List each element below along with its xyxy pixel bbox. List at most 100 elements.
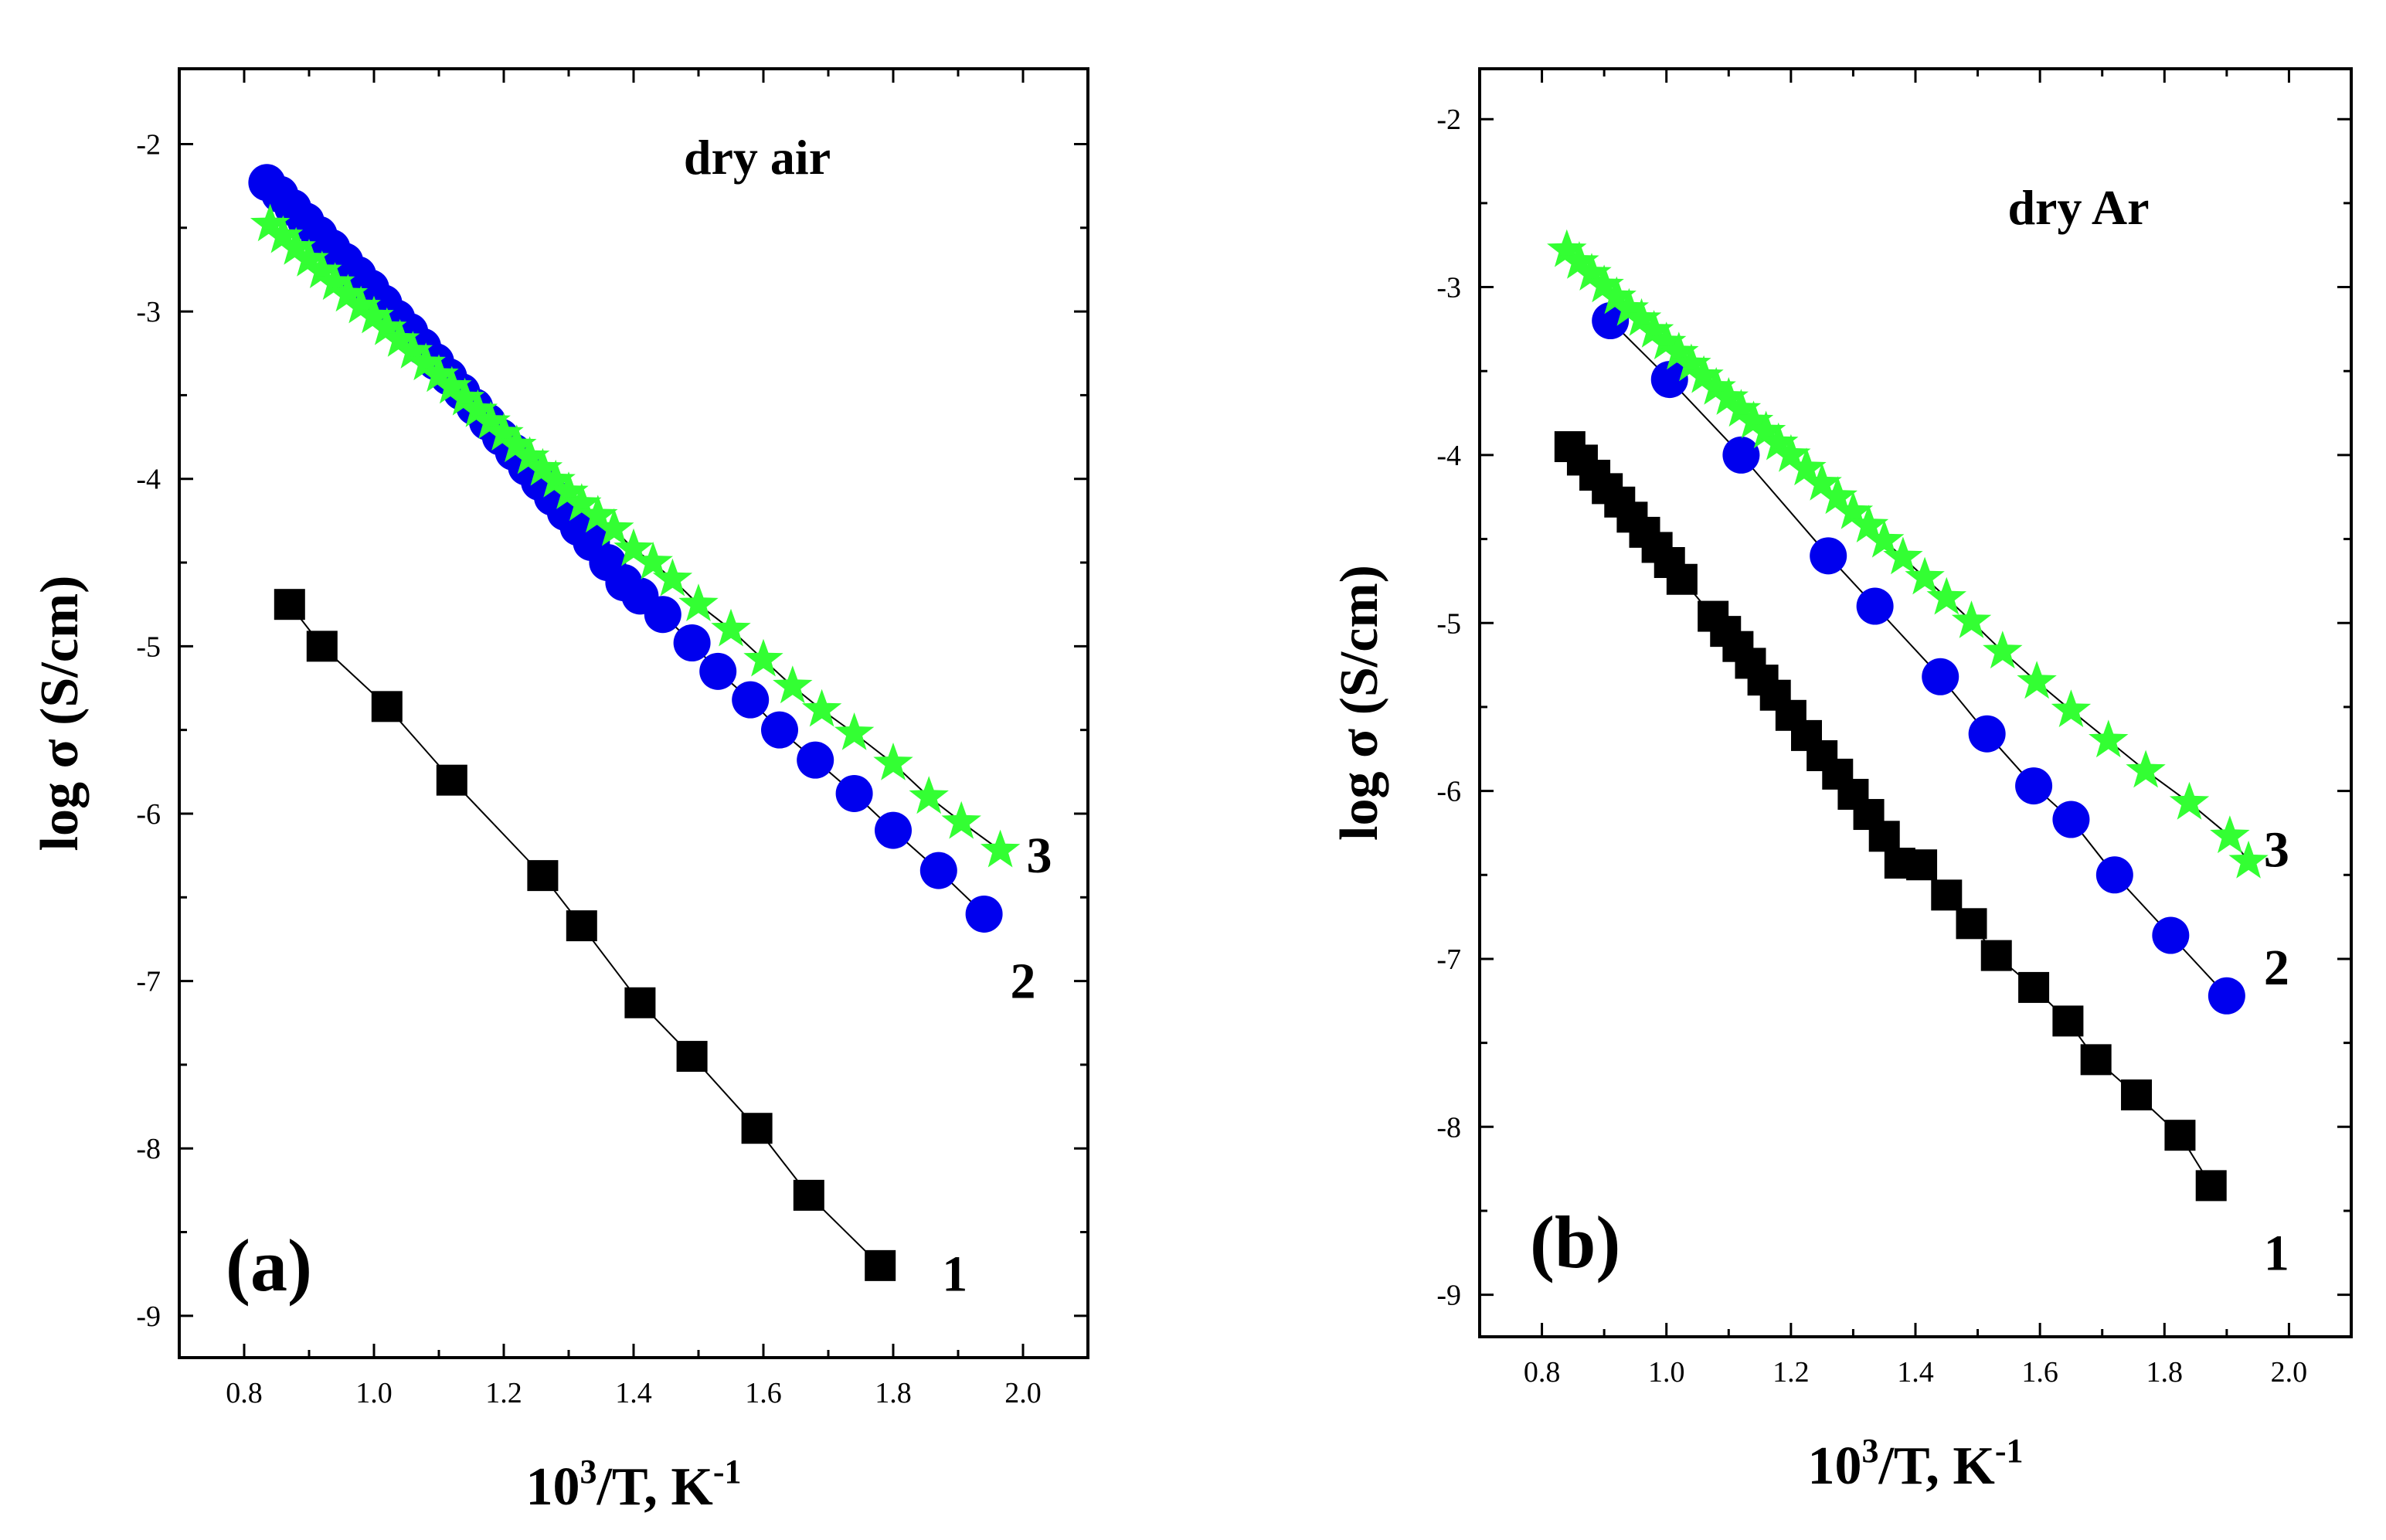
data-point xyxy=(1633,310,1674,348)
data-point xyxy=(2210,815,2250,854)
data-point xyxy=(379,318,420,357)
data-point xyxy=(797,741,834,779)
data-point xyxy=(289,239,329,277)
data-point xyxy=(509,436,550,474)
series-1: 1 xyxy=(1554,431,2289,1281)
x-tick-label: 1.0 xyxy=(355,1377,393,1409)
data-point xyxy=(393,331,433,369)
data-point xyxy=(834,712,875,750)
data-point xyxy=(341,285,381,324)
data-point xyxy=(406,342,446,381)
data-point xyxy=(1968,715,2006,753)
data-point xyxy=(1983,631,2023,669)
data-point xyxy=(1931,879,1963,911)
data-point xyxy=(328,274,369,312)
data-point xyxy=(471,401,511,439)
data-point xyxy=(1592,302,1630,340)
x-tick-label: 1.6 xyxy=(745,1377,782,1409)
y-tick-label: -3 xyxy=(1436,272,1461,304)
panel-tag: (b) xyxy=(1530,1201,1620,1283)
x-tick-label: 1.8 xyxy=(875,1377,912,1409)
data-point xyxy=(371,691,403,722)
y-tick-label: -3 xyxy=(136,296,161,328)
data-point xyxy=(2208,977,2245,1015)
y-tick-label: -2 xyxy=(1436,104,1461,136)
x-tick-label: 1.2 xyxy=(1773,1356,1810,1389)
data-point xyxy=(1746,410,1786,449)
data-point xyxy=(875,811,912,849)
data-point xyxy=(2228,840,2269,879)
data-point xyxy=(773,665,813,704)
y-tick-label: -7 xyxy=(136,966,161,998)
panel-title: dry Ar xyxy=(2007,180,2149,235)
x-tick-label: 1.4 xyxy=(1897,1356,1934,1389)
data-point xyxy=(1559,241,1599,279)
data-point xyxy=(2121,1079,2153,1111)
series-label: 1 xyxy=(942,1246,967,1303)
series-1: 1 xyxy=(274,589,967,1303)
plot-frame xyxy=(1478,67,2353,1338)
data-point xyxy=(1609,287,1649,326)
y-tick-label: -5 xyxy=(1436,607,1461,640)
data-point xyxy=(2018,971,2050,1003)
panel-b: 0.8 1.0 1.2 1.4 1.6 1.8 2.0 -2 -3 -4 -5 -6 -7 -8 -9 log… xyxy=(1330,67,2353,1496)
data-point xyxy=(1708,377,1749,415)
series-2: 2 xyxy=(248,164,1036,1010)
data-point xyxy=(941,801,981,839)
data-point xyxy=(432,365,472,404)
data-point xyxy=(801,688,842,727)
data-point xyxy=(1926,576,1966,615)
data-point xyxy=(1802,462,1842,501)
data-point xyxy=(1659,331,1699,370)
data-point xyxy=(652,558,693,597)
x-tick-label: 1.4 xyxy=(615,1377,652,1409)
x-tick-label: 1.8 xyxy=(2146,1356,2184,1389)
data-point xyxy=(1905,556,1945,595)
y-tick-label: -6 xyxy=(136,798,161,831)
x-tick-label: 0.8 xyxy=(1524,1356,1561,1389)
series-3: 3 xyxy=(1547,229,2289,879)
data-point xyxy=(865,1249,896,1281)
data-point xyxy=(761,711,798,749)
data-point xyxy=(549,471,589,509)
data-point xyxy=(566,910,597,942)
data-point xyxy=(2015,767,2053,805)
y-tick-label: -8 xyxy=(136,1133,161,1165)
data-point xyxy=(2095,856,2133,894)
data-point xyxy=(2089,719,2129,758)
y-tick-label: -7 xyxy=(1436,943,1461,976)
data-point xyxy=(644,596,681,634)
data-point xyxy=(1572,253,1612,291)
data-point xyxy=(1922,658,1959,695)
data-point xyxy=(2051,689,2092,728)
data-point xyxy=(1956,908,1987,940)
data-point xyxy=(562,483,602,522)
data-point xyxy=(741,1113,773,1144)
data-point xyxy=(1684,355,1724,393)
data-point xyxy=(673,624,711,662)
data-point xyxy=(306,631,338,662)
data-point xyxy=(535,459,576,498)
data-point xyxy=(1666,563,1698,595)
data-point xyxy=(457,389,498,427)
data-point xyxy=(444,377,485,416)
y-tick-label: -4 xyxy=(136,464,161,496)
data-point xyxy=(276,226,316,265)
data-point xyxy=(1856,587,1894,625)
series-label: 1 xyxy=(2264,1225,2289,1281)
series-3: 3 xyxy=(250,203,1052,884)
data-point xyxy=(1650,361,1688,399)
y-axis-title: log σ (S/cm) xyxy=(1330,565,1389,841)
data-point xyxy=(1906,849,1938,881)
x-tick-label: 1.0 xyxy=(1648,1356,1685,1389)
data-point xyxy=(527,860,559,892)
data-point xyxy=(436,764,467,796)
panel-title: dry air xyxy=(684,130,831,185)
data-point xyxy=(2169,781,2210,820)
data-point xyxy=(250,203,291,242)
y-tick-label: -9 xyxy=(136,1300,161,1333)
data-point xyxy=(793,1179,824,1211)
data-point xyxy=(1759,422,1799,461)
series-label: 3 xyxy=(2264,822,2289,879)
